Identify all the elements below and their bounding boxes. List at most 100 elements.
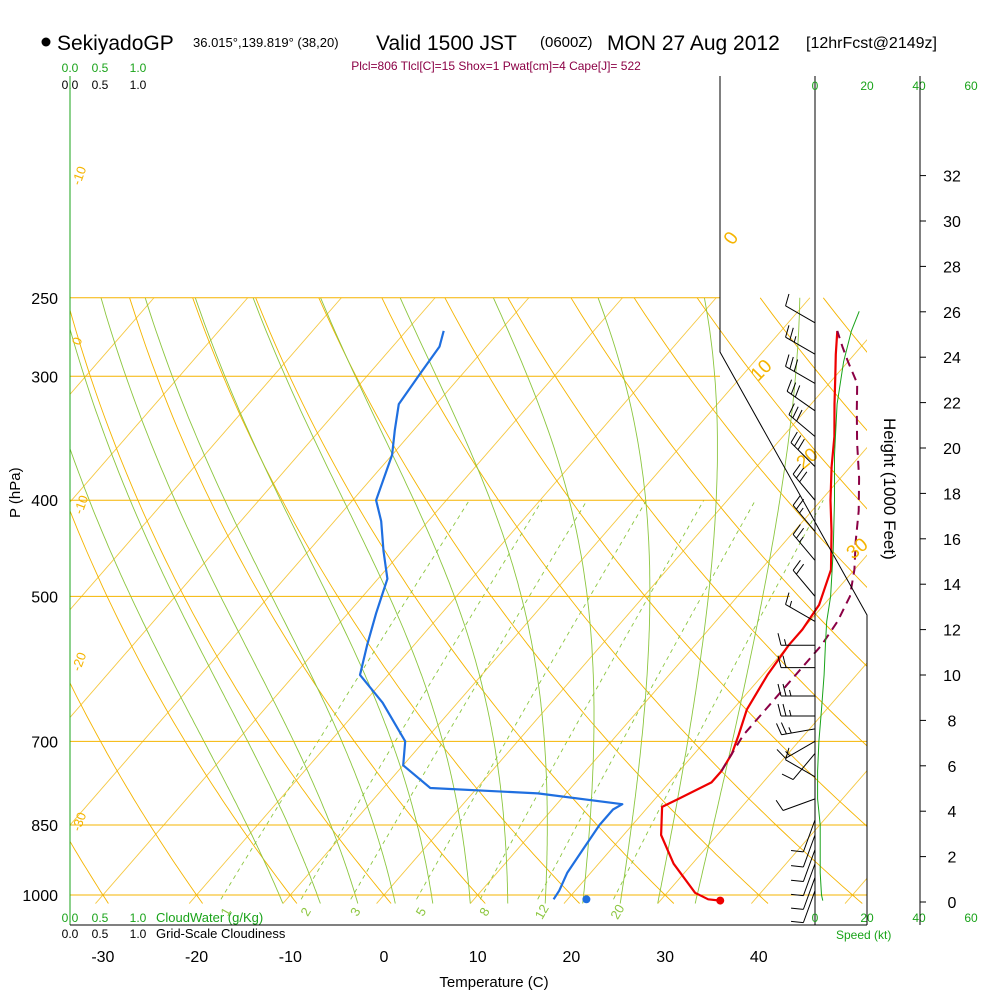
wind-barb-flag <box>793 359 799 372</box>
moist-adiabat-line <box>194 297 434 904</box>
stability-indices: Plcl=806 Tlcl[C]=15 Shox=1 Pwat[cm]=4 Ca… <box>351 59 641 73</box>
wind-speed-tick-bottom: 20 <box>860 911 874 925</box>
height-tick-label: 26 <box>943 305 961 322</box>
wind-barb-flag <box>792 463 801 475</box>
dry-adiabat-line <box>318 297 769 904</box>
moist-adiabat-line <box>492 297 595 904</box>
wind-barb-staff <box>802 877 816 910</box>
wind-barb-flag <box>791 893 804 897</box>
mixing-ratio-label: 5 <box>413 905 430 919</box>
wind-barb <box>776 722 816 736</box>
mixing-ratio-line <box>220 499 470 900</box>
moist-adiabat-line <box>657 297 718 904</box>
mixing-ratio-labels: 1 2 3 5 8 12 20 <box>217 902 627 922</box>
valid-date: MON 27 Aug 2012 <box>607 32 780 55</box>
valid-time: Valid 1500 JST <box>376 32 517 55</box>
wind-speed-tick-bottom: 40 <box>912 911 926 925</box>
temperature-tick-label: -30 <box>91 949 114 966</box>
wind-barb-staff <box>792 505 816 532</box>
temperature-tick-label: 40 <box>750 949 768 966</box>
zulu-time: (0600Z) <box>540 34 593 51</box>
isotherm-line <box>657 662 867 904</box>
pressure-tick-label: 300 <box>31 369 58 386</box>
surface-dewpoint-dot <box>582 895 591 904</box>
height-tick-label: 6 <box>948 759 957 776</box>
wind-barb <box>792 524 816 561</box>
mixing-ratio-label: 20 <box>607 902 627 922</box>
cloud-scale-top-green-tick: 0.5 <box>92 61 109 75</box>
cloud-scale-bottom-green-tick: 1.0 <box>130 911 147 925</box>
dry-adiabat-label: 0 <box>69 335 86 347</box>
wind-barb <box>791 863 816 897</box>
cloud-scale-bottom-black-tick: 1.0 <box>130 927 147 941</box>
pressure-tick-label: 250 <box>31 291 58 308</box>
moist-adiabat-line <box>100 297 359 904</box>
wind-barb-flag <box>785 592 790 605</box>
wind-barb-flag <box>792 524 801 535</box>
pressure-tick-label: 400 <box>31 493 58 510</box>
wind-barb <box>777 633 815 646</box>
wind-barb <box>777 655 815 669</box>
cloud-scale-top-green-tick: 0.0 <box>62 61 79 75</box>
sounding-curves <box>358 330 861 902</box>
wind-speed-label: Speed (kt) <box>836 928 891 942</box>
pressure-tick-label: 700 <box>31 734 58 751</box>
wind-barb <box>785 592 816 622</box>
mixing-ratio-label: 3 <box>347 905 364 919</box>
height-tick-label: 0 <box>948 895 957 912</box>
dry-adiabat-label: -10 <box>69 164 90 187</box>
isotherm-line <box>70 297 530 826</box>
wind-barb-flag <box>785 325 790 338</box>
height-tick-label: 2 <box>948 850 957 867</box>
x-axis-label: Temperature (C) <box>439 974 548 991</box>
y-axis-label: P (hPa) <box>7 467 24 518</box>
wind-barb-half-flag <box>799 507 804 514</box>
mixing-ratio-line <box>416 499 647 900</box>
pressure-axis: 250 300 400 500 700 850 1000 <box>22 291 58 905</box>
sounding-parcel-line <box>720 330 861 772</box>
height-axis-label: Height (1000 Feet) <box>880 418 899 560</box>
temperature-axis: -30 -20 -10 0 10 20 30 40 <box>91 949 767 966</box>
wind-barb <box>792 463 816 501</box>
dry-adiabat-labels: -100-10-20-300102030 <box>69 164 873 833</box>
wind-barb-flag <box>795 563 805 575</box>
dry-adiabat-label: -20 <box>69 650 90 673</box>
wind-barb-flag <box>792 406 799 419</box>
dry-adiabat-line <box>70 681 203 904</box>
wind-barb-staff <box>785 365 816 384</box>
wind-barb-flag <box>791 907 804 910</box>
wind-barb-flag <box>776 723 782 735</box>
mixing-ratio-line <box>613 499 824 900</box>
dry-adiabat-label: 10 <box>747 356 777 386</box>
pressure-tick-label: 850 <box>31 818 58 835</box>
wind-barb-half-flag <box>793 336 797 343</box>
surface-temperature-dot <box>716 896 725 905</box>
wind-barb-flag <box>777 703 782 717</box>
wind-barb <box>791 849 816 883</box>
wind-barb-staff <box>785 604 816 622</box>
wind-barb <box>790 431 816 468</box>
wind-barb <box>777 683 815 697</box>
temperature-tick-label: 30 <box>656 949 674 966</box>
dry-adiabat-label: -10 <box>71 493 92 516</box>
temperature-tick-label: 10 <box>469 949 487 966</box>
dry-adiabat-line <box>570 297 867 668</box>
wind-speed-tick-top: 20 <box>860 79 874 93</box>
mixing-ratio-line <box>537 499 756 900</box>
wind-barb-half-flag <box>784 639 787 646</box>
wind-barb-flag <box>791 850 804 853</box>
wind-speed-tick-top: 60 <box>964 79 978 93</box>
station-coords: 36.015°,139.819° (38,20) <box>193 35 339 50</box>
dry-adiabat-label: -30 <box>69 810 90 833</box>
wind-barb-flag <box>776 749 786 759</box>
dry-adiabat-line <box>444 297 867 827</box>
cloud-scale-bottom-black-tick: 0.5 <box>92 927 109 941</box>
dry-adiabat-line <box>192 297 580 904</box>
wind-barb <box>792 560 816 597</box>
moist-adiabat-line <box>597 297 651 904</box>
wind-barb-staff <box>792 473 816 501</box>
height-tick-label: 4 <box>948 804 957 821</box>
temperature-tick-label: -10 <box>279 949 302 966</box>
